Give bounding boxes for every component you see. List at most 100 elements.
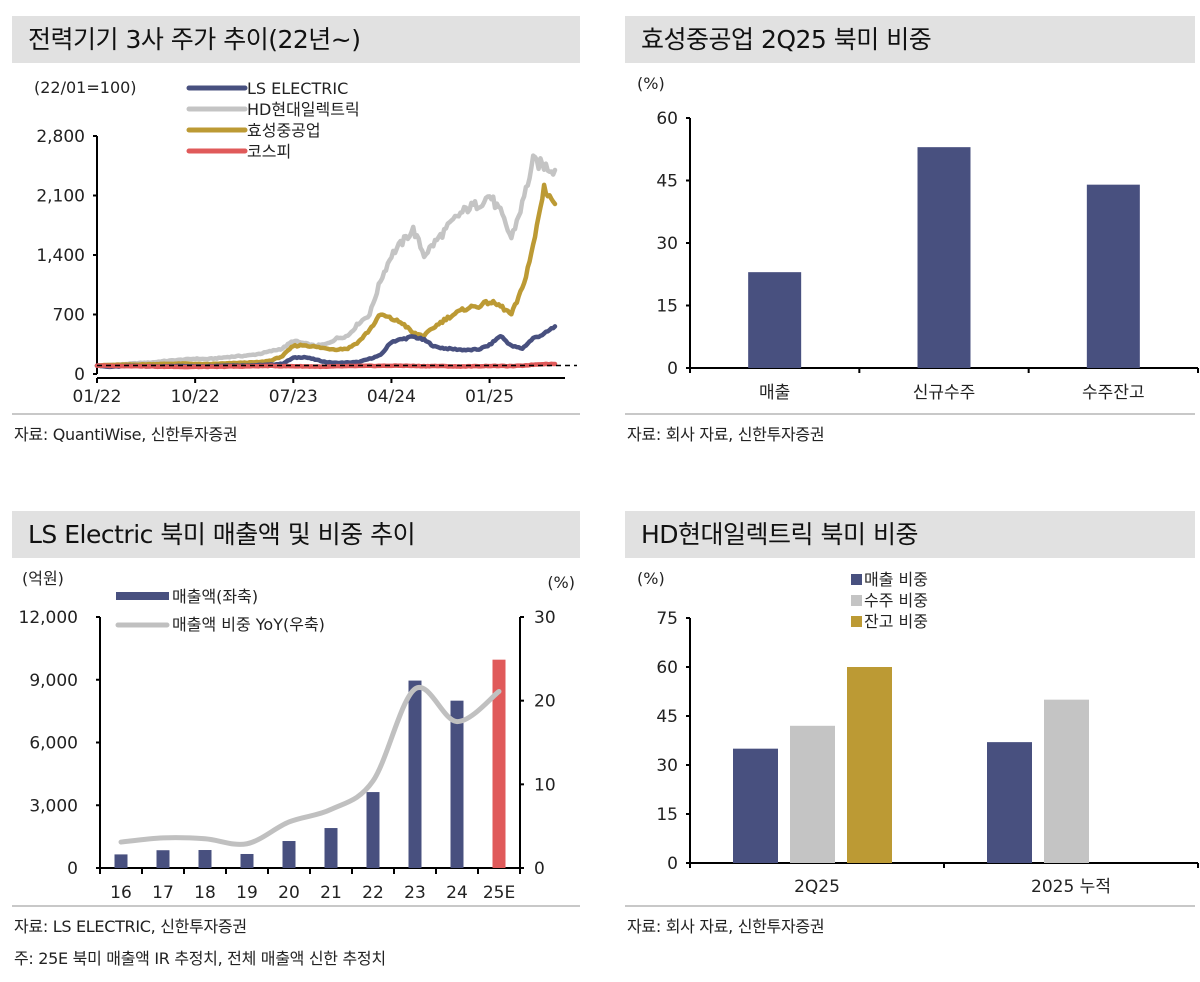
separator [12, 905, 580, 907]
y-tick-label: 0 [667, 854, 678, 874]
footnote: 주: 25E 북미 매출액 IR 추정치, 전체 매출액 신한 추정치 [14, 949, 386, 968]
legend-label: 코스피 [247, 142, 291, 161]
right-tick-label: 20 [534, 692, 556, 712]
stock-price-panel: 전력기기 3사 주가 추이(22년~) (22/01=100) 0 700 1,400… [12, 16, 580, 456]
panel-title: 효성중공업 2Q25 북미 비중 [625, 16, 1195, 63]
y-tick-label: 2,100 [36, 187, 85, 207]
x-tick-label: 2025 누적 [1031, 877, 1111, 897]
bar [408, 680, 422, 868]
legend-label: 매출 비중 [864, 570, 928, 589]
y-tick-label: 45 [656, 707, 678, 727]
x-tick-label: 01/25 [465, 387, 514, 407]
bar [790, 725, 835, 863]
legend-swatch [851, 595, 862, 606]
x-tick-label: 25E [483, 883, 515, 903]
bar [733, 748, 778, 863]
x-tick-label: 신규수주 [913, 383, 976, 403]
bar [1086, 184, 1140, 368]
y-tick-label: 30 [656, 234, 678, 254]
left-tick-label: 12,000 [19, 608, 78, 628]
left-tick-label: 6,000 [29, 734, 78, 754]
y-tick-label: 0 [667, 359, 678, 379]
right-tick-label: 0 [534, 859, 545, 879]
right-unit-label: (%) [547, 573, 575, 592]
y-tick-label: 15 [656, 805, 678, 825]
y-tick-label: 0 [74, 365, 85, 385]
legend-label: HD현대일렉트릭 [247, 100, 360, 119]
bar [282, 841, 296, 868]
panel-title: LS Electric 북미 매출액 및 비중 추이 [12, 511, 580, 558]
bar [366, 792, 380, 868]
x-tick-label: 18 [194, 883, 216, 903]
bar [114, 854, 128, 868]
bar [492, 659, 506, 868]
bar [847, 667, 892, 863]
bar [198, 850, 212, 868]
x-tick-label: 22 [362, 883, 384, 903]
x-tick-label: 20 [278, 883, 300, 903]
separator [625, 413, 1195, 415]
y-tick-label: 700 [53, 306, 85, 326]
panel-title: 전력기기 3사 주가 추이(22년~) [12, 16, 580, 63]
y-tick-label: 2,800 [36, 127, 85, 147]
bar [748, 272, 802, 368]
x-tick-label: 21 [320, 883, 342, 903]
series-line-kospi [94, 361, 558, 370]
unit-label: (%) [637, 74, 665, 93]
y-tick-label: 45 [656, 172, 678, 192]
y-tick-label: 75 [656, 609, 678, 629]
ls-electric-combo-chart: (억원) (%) 0 3,000 6,000 9,000 12,000 0 10 20 30 16 17… [19, 569, 575, 903]
x-tick-label: 07/23 [269, 387, 318, 407]
legend-label: 수주 비중 [864, 591, 928, 610]
unit-label: (22/01=100) [34, 78, 137, 97]
bar [1044, 699, 1089, 863]
bar [324, 828, 338, 868]
bar [917, 147, 971, 368]
bar [987, 742, 1032, 863]
hyosung-bar-chart: (%) 0 15 30 45 60 매출 신규수주 수주잔고 [637, 74, 1199, 403]
left-tick-label: 9,000 [29, 671, 78, 691]
panel-title: HD현대일렉트릭 북미 비중 [625, 511, 1195, 558]
x-tick-label: 16 [110, 883, 132, 903]
y-tick-label: 15 [656, 297, 678, 317]
legend-label: 효성중공업 [247, 121, 321, 140]
bar [156, 850, 170, 868]
x-tick-label: 2Q25 [794, 877, 840, 897]
hd-hyundai-na-share-panel: HD현대일렉트릭 북미 비중 (%) 0 15 30 45 60 75 2Q25 2025 누적… [625, 511, 1199, 951]
bar [450, 700, 464, 868]
x-tick-label: 23 [404, 883, 426, 903]
x-tick-label: 04/24 [367, 387, 416, 407]
legend-swatch [116, 592, 169, 600]
y-tick-label: 60 [656, 658, 678, 678]
left-tick-label: 0 [67, 859, 78, 879]
legend-label: 매출액 비중 YoY(우축) [172, 615, 325, 634]
legend-swatch [851, 616, 862, 627]
unit-label: (%) [637, 569, 665, 588]
left-unit-label: (억원) [22, 569, 64, 588]
x-tick-label: 24 [446, 883, 468, 903]
legend-label: LS ELECTRIC [247, 79, 348, 98]
x-tick-label: 19 [236, 883, 258, 903]
x-tick-label: 매출 [759, 383, 790, 403]
series-line-hd-hyundai-electric [94, 153, 558, 368]
series-line-hyosung [94, 182, 558, 368]
separator [625, 905, 1195, 907]
right-tick-label: 10 [534, 775, 556, 795]
source-note: 자료: 회사 자료, 신한투자증권 [627, 917, 825, 936]
legend-label: 잔고 비중 [864, 612, 928, 631]
bar [240, 853, 254, 868]
x-tick-label: 수주잔고 [1082, 383, 1145, 403]
y-tick-label: 30 [656, 756, 678, 776]
legend-swatch [851, 574, 862, 585]
x-tick-label: 17 [152, 883, 174, 903]
right-tick-label: 30 [534, 608, 556, 628]
source-note: 자료: QuantiWise, 신한투자증권 [14, 425, 238, 444]
y-tick-label: 60 [656, 109, 678, 129]
legend-label: 매출액(좌축) [172, 587, 258, 606]
source-note: 자료: 회사 자료, 신한투자증권 [627, 425, 825, 444]
separator [12, 413, 580, 415]
x-tick-label: 10/22 [171, 387, 220, 407]
hyosung-na-share-panel: 효성중공업 2Q25 북미 비중 (%) 0 15 30 45 60 매출 신규수주 수주잔고 … [625, 16, 1199, 456]
yoy-share-line [118, 685, 502, 847]
